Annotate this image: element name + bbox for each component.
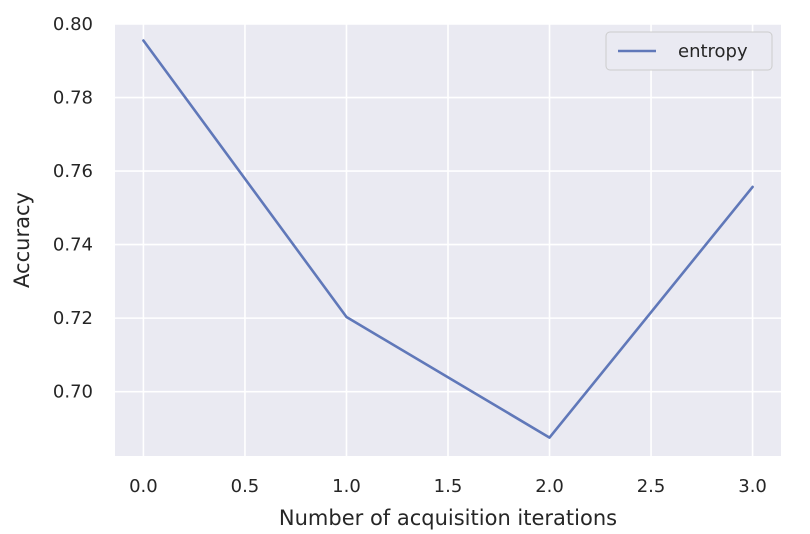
x-tick-label: 2.5 [637,476,666,497]
y-tick-label: 0.78 [53,88,93,109]
series-lines [142,39,754,439]
y-tick-label: 0.80 [53,14,93,35]
x-tick-label: 1.5 [434,476,463,497]
x-axis-label: Number of acquisition iterations [279,506,617,530]
y-tick-label: 0.76 [53,161,93,182]
series-line-entropy [142,39,754,439]
y-tick-label: 0.72 [53,308,93,329]
x-tick-label: 3.0 [738,476,767,497]
x-tick-label: 2.0 [535,476,564,497]
legend-box [605,31,773,71]
y-tick-label: 0.74 [53,235,93,256]
legend: entropy [605,31,773,71]
y-axis-ticks: 0.70 0.72 0.74 0.76 0.78 0.80 [53,14,93,403]
x-tick-label: 1.0 [332,476,361,497]
x-tick-label: 0.0 [129,476,158,497]
legend-label-entropy: entropy [678,41,748,62]
y-axis-label: Accuracy [10,192,34,288]
grid-lines [115,23,781,456]
y-tick-label: 0.70 [53,382,93,403]
x-tick-label: 0.5 [231,476,260,497]
x-axis-ticks: 0.0 0.5 1.0 1.5 2.0 2.5 3.0 [129,476,767,497]
